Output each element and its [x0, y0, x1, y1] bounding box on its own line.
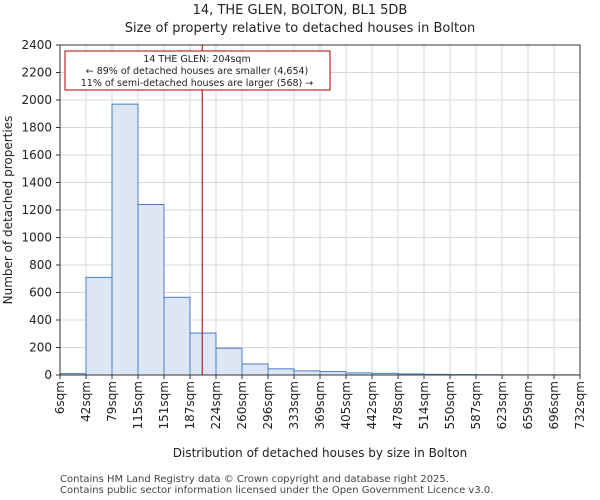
y-tick-label-800: 800	[29, 258, 52, 272]
x-tick-label-296sqm: 296sqm	[261, 381, 275, 429]
annotation-box: 14 THE GLEN: 204sqm ← 89% of detached ho…	[64, 50, 331, 91]
bar-115sqm	[137, 204, 165, 376]
plot-frame	[59, 44, 581, 376]
x-tick-label-623sqm: 623sqm	[495, 381, 509, 429]
x-tick-label-151sqm: 151sqm	[157, 381, 171, 429]
grid-lines	[59, 44, 581, 376]
x-tick-label-42sqm: 42sqm	[79, 381, 93, 422]
bar-187sqm	[189, 332, 217, 376]
x-tick-label-732sqm: 732sqm	[573, 381, 587, 429]
x-tick-label-6sqm: 6sqm	[53, 381, 67, 414]
bars	[59, 103, 581, 376]
x-tick-label-442sqm: 442sqm	[365, 381, 379, 429]
x-tick-label-115sqm: 115sqm	[131, 381, 145, 429]
x-tick-label-187sqm: 187sqm	[183, 381, 197, 429]
annotation-frame	[64, 50, 331, 91]
x-axis-label: Distribution of detached houses by size …	[173, 446, 467, 460]
x-tick-label-659sqm: 659sqm	[521, 381, 535, 429]
bar-151sqm	[163, 296, 191, 376]
footer-copyright: Contains HM Land Registry data © Crown c…	[60, 474, 449, 485]
y-tick-label-2000: 2000	[21, 93, 52, 107]
footer-licence: Contains public sector information licen…	[60, 485, 494, 496]
annotation-line-2: ← 89% of detached houses are smaller (4,…	[86, 66, 309, 77]
x-tick-label-514sqm: 514sqm	[417, 381, 431, 429]
x-tick-label-587sqm: 587sqm	[469, 381, 483, 429]
y-tick-label-1600: 1600	[21, 148, 52, 162]
y-tick-label-600: 600	[29, 286, 52, 300]
x-tick-label-224sqm: 224sqm	[209, 381, 223, 429]
annotation-line-1: 14 THE GLEN: 204sqm	[143, 54, 250, 65]
annotation-line-3: 11% of semi-detached houses are larger (…	[81, 78, 314, 89]
x-tick-label-79sqm: 79sqm	[105, 381, 119, 422]
x-tick-label-405sqm: 405sqm	[339, 381, 353, 429]
x-tick-label-260sqm: 260sqm	[235, 381, 249, 429]
x-tick-label-478sqm: 478sqm	[391, 381, 405, 429]
bar-224sqm	[215, 347, 243, 376]
bar-296sqm	[267, 368, 295, 376]
y-tick-label-1000: 1000	[21, 231, 52, 245]
bar-369sqm	[319, 371, 347, 376]
bar-260sqm	[241, 363, 269, 376]
chart-subtitle: Size of property relative to detached ho…	[124, 21, 476, 36]
y-tick-label-1200: 1200	[21, 203, 52, 217]
x-tick-label-333sqm: 333sqm	[287, 381, 301, 429]
y-tick-label-2400: 2400	[21, 38, 52, 52]
y-tick-label-1400: 1400	[21, 176, 52, 190]
x-tick-label-369sqm: 369sqm	[313, 381, 327, 429]
bar-42sqm	[85, 276, 113, 376]
y-tick-label-2200: 2200	[21, 66, 52, 80]
y-tick-label-400: 400	[29, 313, 52, 327]
y-tick-label-200: 200	[29, 341, 52, 355]
bar-79sqm	[111, 103, 139, 376]
y-axis-label: Number of detached properties	[1, 116, 15, 305]
bar-333sqm	[293, 370, 321, 376]
chart-title: 14, THE GLEN, BOLTON, BL1 5DB	[192, 3, 408, 18]
x-axis-ticks: 6sqm 42sqm 79sqm 115sqm 151sqm 187sqm 224sqm 26…	[53, 375, 587, 429]
y-tick-label-1800: 1800	[21, 121, 52, 135]
y-axis-ticks: 0 200 400 600 800 1000 1200 1400 1600 1800 2000 220…	[21, 38, 60, 382]
x-tick-label-550sqm: 550sqm	[443, 381, 457, 429]
x-tick-label-696sqm: 696sqm	[547, 381, 561, 429]
histogram-chart: 0 200 400 600 800 1000 1200 1400 1600 1800 2000 220…	[1, 38, 587, 460]
y-tick-label-0: 0	[44, 368, 52, 382]
